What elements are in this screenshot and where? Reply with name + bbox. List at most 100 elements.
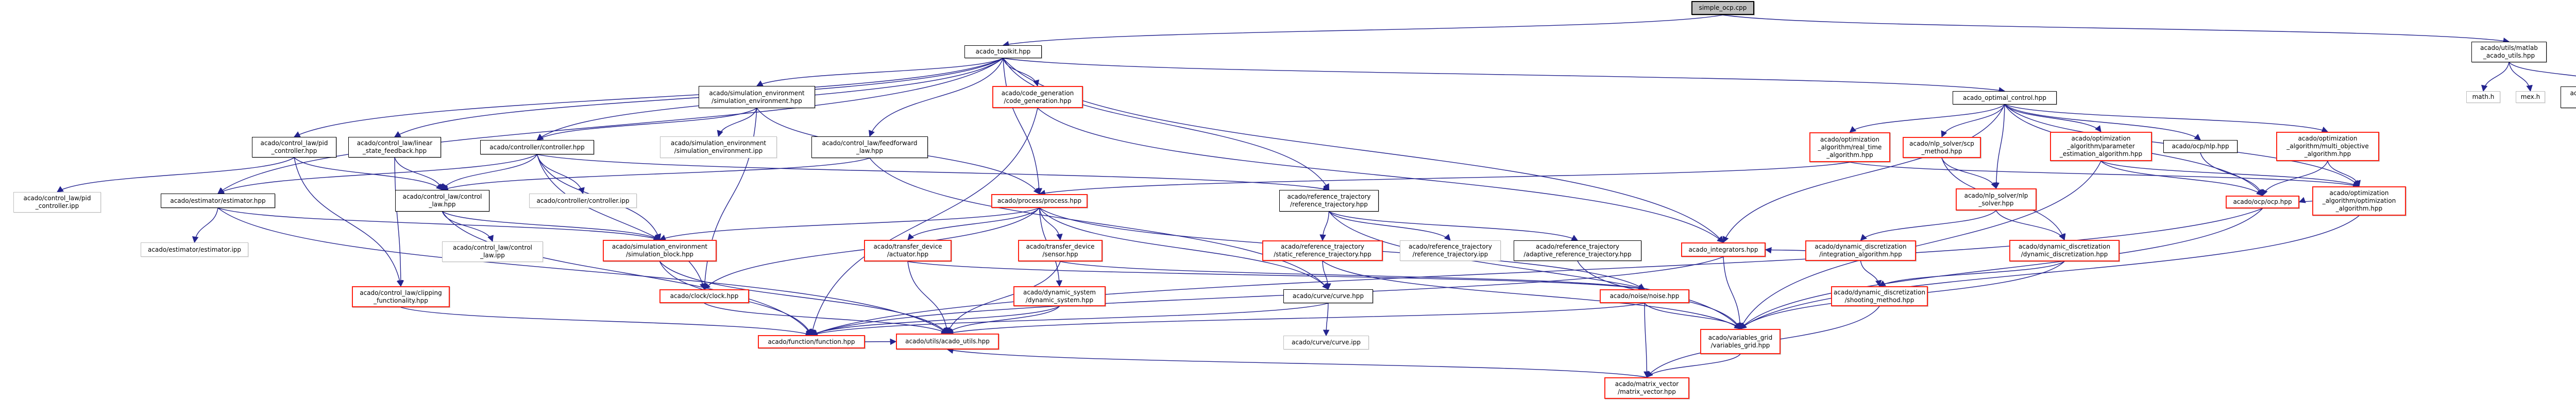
graph-node-label: _law.hpp xyxy=(429,201,456,208)
include-edge-sensor-utils xyxy=(946,261,1061,335)
graph-node-label: acado/utils/acado_namespace xyxy=(2570,90,2576,97)
graph-node-label: _algorithm/multi_objective xyxy=(2286,143,2369,150)
graph-node-label: acado/clock/clock.hpp xyxy=(670,292,739,300)
graph-node-root: simple_ocp.cpp xyxy=(1691,1,1754,15)
graph-node-nlp_solver_hpp[interactable]: acado/nlp_solver/nlp _solver.hpp xyxy=(1956,188,2037,211)
graph-node-math_h: math.h xyxy=(2466,91,2500,103)
graph-node-rta_hpp[interactable]: acado/optimization _algorithm/real_time _a… xyxy=(1809,132,1890,162)
include-edge-root-toolkit xyxy=(1002,14,1723,48)
graph-node-label: /static_reference_trajectory.hpp xyxy=(1274,251,1371,258)
graph-node-toolkit[interactable]: acado_toolkit.hpp xyxy=(964,45,1042,58)
graph-node-label: acado/reference_trajectory xyxy=(1409,243,1492,250)
include-edge-process-sensor xyxy=(1039,207,1063,241)
graph-node-label: acado/control_law/pid xyxy=(23,195,91,202)
graph-node-utils[interactable]: acado/utils/acado_utils.hpp xyxy=(896,334,999,349)
graph-node-lsf_hpp[interactable]: acado/control_law/linear _state_feedback.… xyxy=(348,137,441,158)
graph-node-label: mex.h xyxy=(2520,93,2540,100)
graph-node-label: /dynamic_discretization.hpp xyxy=(2021,251,2108,258)
graph-node-label: acado/nlp_solver/scp xyxy=(1909,139,1974,147)
graph-node-pea_hpp[interactable]: acado/optimization _algorithm/parameter _e… xyxy=(2050,132,2152,161)
include-edge-clock-utils xyxy=(704,303,948,334)
include-edge-oa_hpp-ocp_hpp xyxy=(2298,197,2313,203)
include-edge-mat_vec-utils xyxy=(946,347,1647,378)
graph-node-pid_hpp[interactable]: acado/control_law/pid _controller.hpp xyxy=(252,137,336,158)
graph-node-label: acado/variables_grid xyxy=(1708,334,1773,341)
include-edge-pid_hpp-clipping xyxy=(294,157,403,287)
include-edge-ocp_hpp-function xyxy=(810,208,2263,336)
include-edge-control_law_hpp-function xyxy=(442,211,812,336)
graph-node-label: acado/reference_trajectory xyxy=(1536,243,1619,250)
graph-node-int_alg[interactable]: acado/dynamic_discretization/integration… xyxy=(1805,240,1916,261)
include-edge-controller_hpp-control_law_hpp xyxy=(442,154,538,191)
include-edge-toolkit-integrators xyxy=(1003,58,1724,243)
graph-node-var_grid[interactable]: acado/variables_grid/variables_grid.hpp xyxy=(1700,329,1781,354)
graph-node-label: /sensor.hpp xyxy=(1042,251,1078,258)
graph-node-sim_env_hpp[interactable]: acado/simulation_environment/simulation_… xyxy=(699,86,815,108)
graph-node-label: acado/matrix_vector xyxy=(1615,380,1679,388)
include-edge-optimal_control-rta_hpp xyxy=(1849,104,2005,133)
graph-node-scp_hpp[interactable]: acado/nlp_solver/scp _method.hpp xyxy=(1903,137,1981,158)
include-edge-dyn_sys-utils xyxy=(947,306,1060,334)
graph-node-sim_env_ipp: acado/simulation_environment/simulation_… xyxy=(660,136,777,158)
graph-node-shooting[interactable]: acado/dynamic_discretization/shooting_me… xyxy=(1831,286,1928,306)
graph-node-integrators[interactable]: acado_integrators.hpp xyxy=(1681,242,1766,257)
graph-node-function[interactable]: acado/function/function.hpp xyxy=(758,335,865,348)
graph-node-label: /simulation_environment.hpp xyxy=(711,97,802,104)
include-edge-rta_hpp-oa_hpp xyxy=(1850,162,2360,188)
include-edge-root-matlab_utils xyxy=(1722,14,2510,44)
graph-node-label: _controller.ipp xyxy=(35,202,79,209)
graph-node-actuator[interactable]: acado/transfer_device/actuator.hpp xyxy=(864,240,952,261)
include-edge-toolkit-estimator_hpp xyxy=(217,58,1004,194)
graph-node-estimator_hpp[interactable]: acado/estimator/estimator.hpp xyxy=(161,194,275,208)
graph-node-label: acado/ocp/nlp.hpp xyxy=(2172,143,2229,150)
graph-node-label: _law.hpp xyxy=(856,147,884,154)
graph-node-label: acado/optimization xyxy=(1820,135,1879,143)
graph-node-sim_block[interactable]: acado/simulation_environment/simulation_… xyxy=(603,240,717,261)
graph-node-dyn_sys[interactable]: acado/dynamic_system/dynamic_system.hpp xyxy=(1013,286,1106,306)
graph-node-clipping[interactable]: acado/control_law/clipping _functionality… xyxy=(352,286,450,307)
graph-node-nlp_hpp[interactable]: acado/ocp/nlp.hpp xyxy=(2163,140,2238,153)
include-edge-sim_env_hpp-controller_hpp xyxy=(536,108,757,141)
include-edge-toolkit-process xyxy=(1003,58,1043,195)
graph-node-process[interactable]: acado/process/process.hpp xyxy=(991,194,1088,208)
graph-node-label: acado/transfer_device xyxy=(873,243,942,250)
include-edge-scp_hpp-nlp_solver_hpp xyxy=(1941,158,1997,189)
graph-node-ffl_hpp[interactable]: acado/control_law/feedforward _law.hpp xyxy=(811,136,928,158)
graph-node-label: /matrix_vector.hpp xyxy=(1618,388,1676,395)
graph-node-label: acado/simulation_environment xyxy=(709,89,805,97)
graph-node-label: /adaptive_reference_trajectory.hpp xyxy=(1523,251,1632,258)
include-edge-rta_hpp-process xyxy=(1039,162,1850,197)
include-edge-estimator_hpp-sim_block xyxy=(217,207,660,241)
graph-node-oa_hpp[interactable]: acado/optimization _algorithm/optimizatio… xyxy=(2312,186,2406,216)
graph-node-dyn_disc[interactable]: acado/dynamic_discretization/dynamic_dis… xyxy=(2009,240,2120,261)
graph-node-ns_macros[interactable]: acado/utils/acado_namespace_macros.hpp xyxy=(2561,86,2576,108)
graph-node-control_law_ipp: acado/control_law/control _law.ipp xyxy=(442,241,543,262)
graph-node-label: acado/control_law/control xyxy=(402,193,482,200)
graph-node-matlab_utils[interactable]: acado/utils/matlab _acado_utils.hpp xyxy=(2471,42,2547,62)
graph-node-noise[interactable]: acado/noise/noise.hpp xyxy=(1600,289,1689,303)
graph-node-controller_ipp: acado/controller/controller.ipp xyxy=(529,194,637,208)
graph-node-moa_hpp[interactable]: acado/optimization _algorithm/multi_objec… xyxy=(2276,132,2379,161)
graph-node-label: /dynamic_system.hpp xyxy=(1025,296,1094,304)
include-edge-actuator-utils xyxy=(907,261,950,335)
include-edge-noise-var_grid xyxy=(1644,303,1741,329)
graph-node-static_ref[interactable]: acado/reference_trajectory/static_refere… xyxy=(1262,240,1383,261)
include-edge-optimal_control-nlp_hpp xyxy=(2004,104,2201,141)
graph-node-mat_vec[interactable]: acado/matrix_vector/matrix_vector.hpp xyxy=(1604,377,1689,399)
graph-node-adaptive_ref[interactable]: acado/reference_trajectory/adaptive_refe… xyxy=(1514,240,1641,261)
graph-node-clock[interactable]: acado/clock/clock.hpp xyxy=(659,289,749,303)
include-edge-static_ref-curve_hpp xyxy=(1322,260,1331,290)
graph-node-curve_hpp[interactable]: acado/curve/curve.hpp xyxy=(1283,289,1373,303)
graph-node-ocp_hpp[interactable]: acado/ocp/ocp.hpp xyxy=(2226,196,2299,208)
graph-node-sensor[interactable]: acado/transfer_device/sensor.hpp xyxy=(1018,240,1103,261)
graph-node-ref_traj_hpp[interactable]: acado/reference_trajectory/reference_tra… xyxy=(1279,190,1379,212)
graph-node-control_law_hpp[interactable]: acado/control_law/control _law.hpp xyxy=(395,190,489,212)
include-edge-dyn_disc-shooting xyxy=(1878,261,2065,287)
graph-node-optimal_control[interactable]: acado_optimal_control.hpp xyxy=(1953,91,2057,104)
include-edge-curve_hpp-function xyxy=(810,303,1329,337)
include-edge-curve_hpp-curve_ipp xyxy=(1323,303,1330,337)
graph-node-controller_hpp[interactable]: acado/controller/controller.hpp xyxy=(480,140,594,154)
graph-node-code_gen[interactable]: acado/code_generation/code_generation.hp… xyxy=(992,86,1083,108)
include-edge-var_grid-mat_vec xyxy=(1646,354,1741,378)
graph-node-label: _algorithm.hpp xyxy=(1826,151,1873,159)
